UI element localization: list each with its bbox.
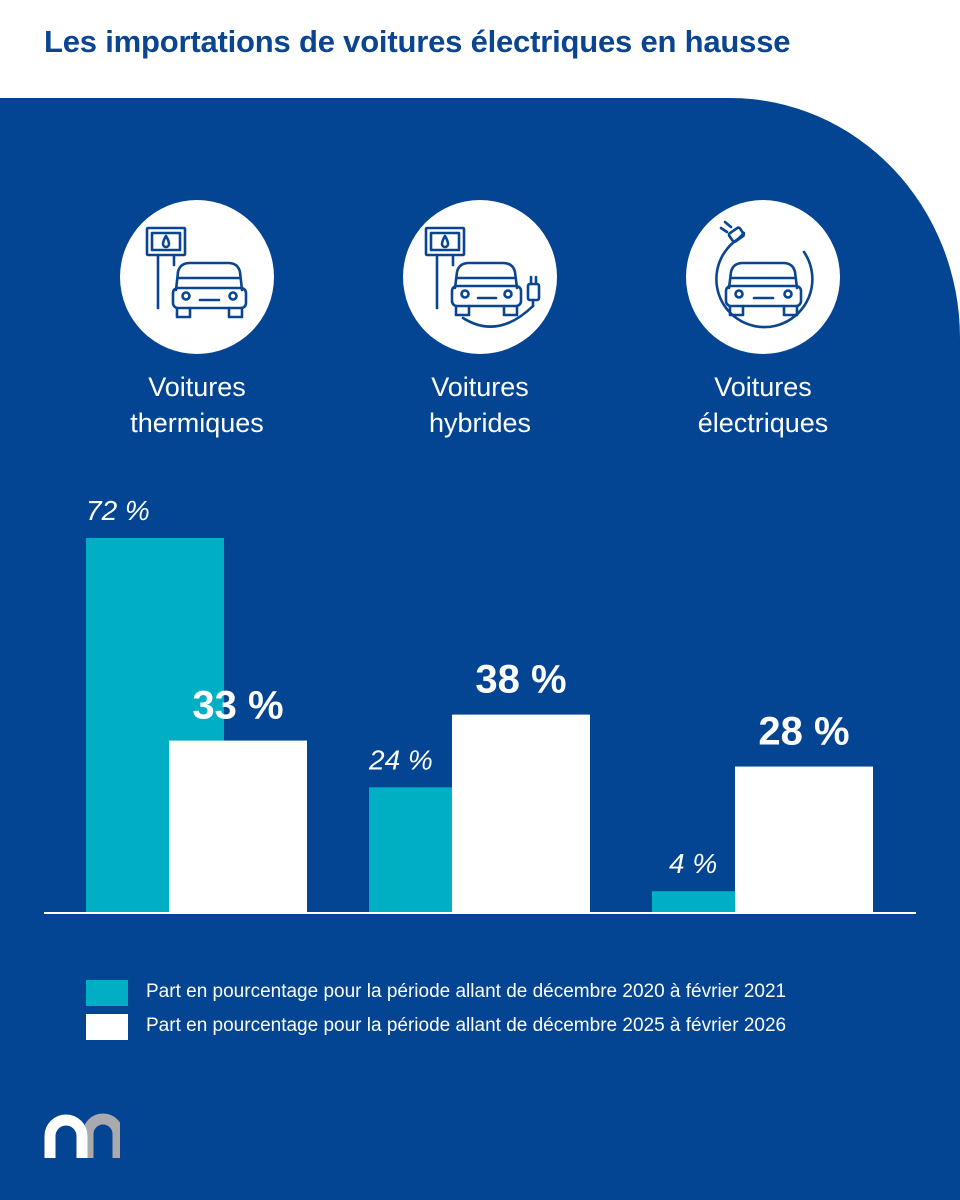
legend-label-2026: Part en pourcentage pour la période alla… [146,1015,787,1036]
bar-electriques-2026 [735,766,873,912]
category-label-thermiques: Voitures thermiques [77,369,317,441]
bar-thermiques-2026 [169,740,307,912]
electric-car-plug-icon [686,200,840,354]
legend-swatch-2021 [86,980,128,1006]
data-label-thermiques-2021: 72 % [86,495,150,526]
data-label-hybrides-2021: 24 % [368,744,433,775]
legend-swatch-2026 [86,1014,128,1040]
m-logo [44,1113,120,1158]
hybrid-car-plug-icon [403,200,557,354]
category-label-line: Voitures [148,372,246,402]
fuel-pump-car-icon [120,200,274,354]
category-label-line: thermiques [130,408,264,438]
category-label-line: Voitures [714,372,812,402]
data-label-thermiques-2026: 33 % [192,684,283,728]
category-label-line: Voitures [431,372,529,402]
bar-hybrides-2026 [452,714,590,912]
category-label-line: hybrides [428,408,532,438]
data-label-electriques-2021: 4 % [669,848,717,879]
category-label-hybrides: Voitures hybrides [360,369,600,441]
category-label-line: électriques [697,408,829,438]
legend-label-2021: Part en pourcentage pour la période alla… [146,981,787,1002]
page-title: Les importations de voitures électriques… [44,24,791,59]
data-label-electriques-2026: 28 % [758,710,849,754]
category-label-electriques: Voitures électriques [643,369,883,441]
data-label-hybrides-2026: 38 % [475,658,566,702]
